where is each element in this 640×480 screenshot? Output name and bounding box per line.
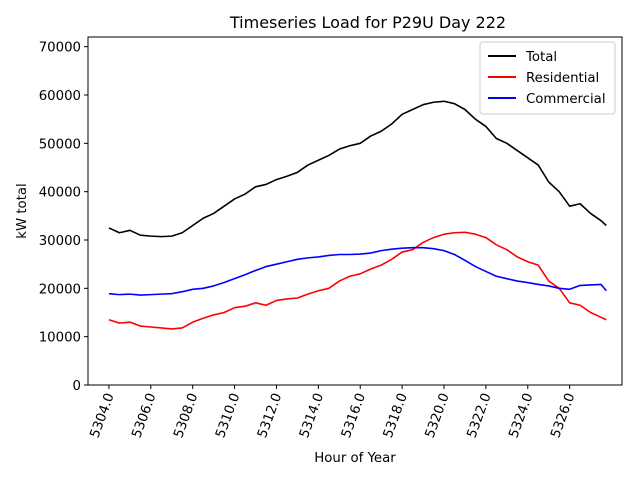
plot-area-frame bbox=[87, 36, 623, 386]
legend-box bbox=[479, 41, 616, 115]
series-line-total bbox=[108, 100, 607, 238]
series-line-commercial bbox=[108, 246, 607, 296]
y-tick-label: 70000 bbox=[39, 41, 81, 56]
y-tick-label: 40000 bbox=[39, 186, 81, 201]
legend-label-commercial: Commercial bbox=[526, 92, 606, 107]
legend-label-residential: Residential bbox=[526, 71, 599, 86]
y-tick-label: 10000 bbox=[39, 331, 81, 346]
y-tick-label: 30000 bbox=[39, 234, 81, 249]
y-tick-label: 20000 bbox=[39, 282, 81, 297]
series-line-residential bbox=[108, 231, 607, 330]
legend: Total Residential Commercial bbox=[479, 41, 616, 115]
y-tick-label: 60000 bbox=[39, 89, 81, 104]
y-tick-label: 0 bbox=[73, 379, 81, 394]
y-axis-label: kW total bbox=[15, 183, 30, 238]
chart-title: Timeseries Load for P29U Day 222 bbox=[229, 13, 506, 32]
y-tick-label: 50000 bbox=[39, 137, 81, 152]
legend-label-total: Total bbox=[525, 50, 557, 65]
x-axis-label: Hour of Year bbox=[314, 451, 396, 466]
